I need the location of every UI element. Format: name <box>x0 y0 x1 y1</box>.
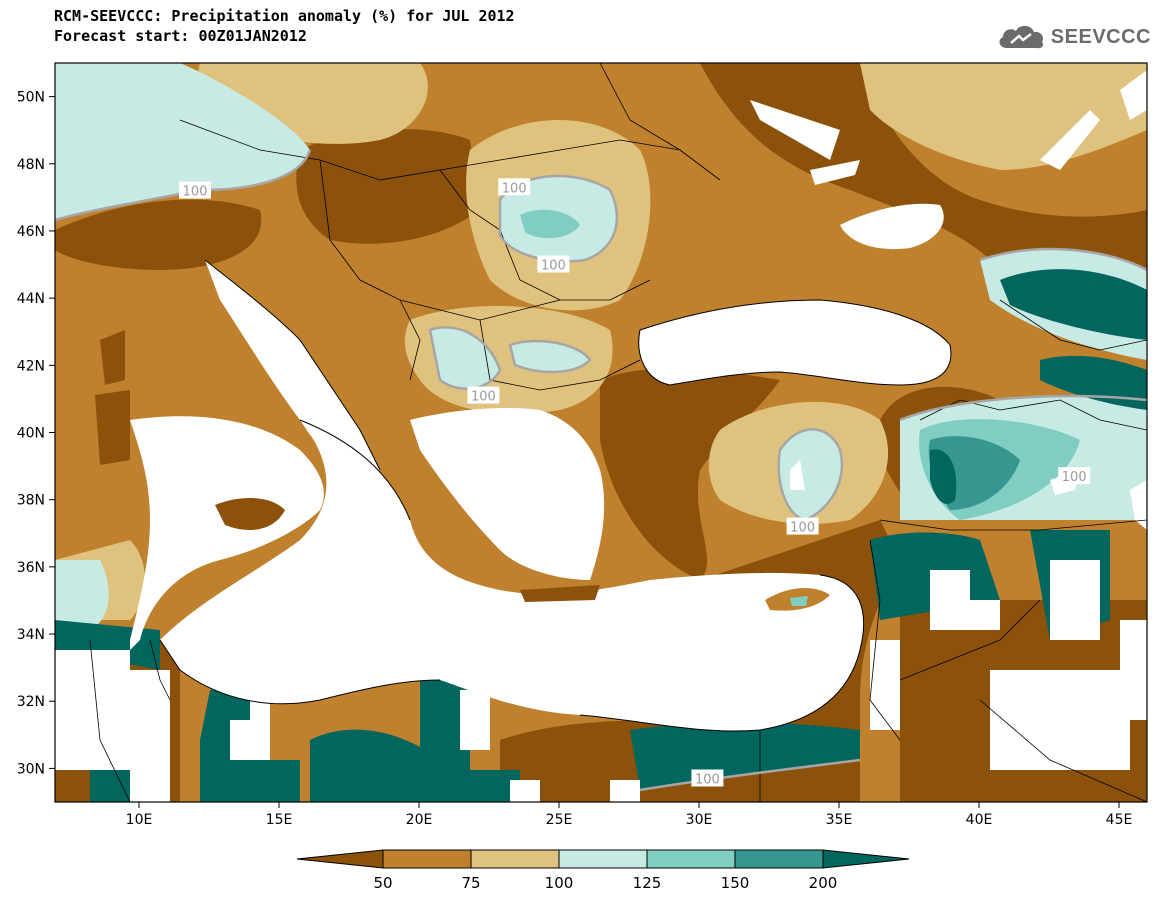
contour-label-bg <box>498 178 531 196</box>
lat-tick-label: 50N <box>17 90 45 106</box>
lat-tick-label: 48N <box>17 157 45 173</box>
contour-label-bg <box>1058 467 1091 485</box>
anomaly-region-lt50 <box>55 199 262 270</box>
chart-title-block: RCM-SEEVCCC: Precipitation anomaly (%) f… <box>54 6 515 46</box>
lat-tick-label: 42N <box>17 358 45 374</box>
chart-title: RCM-SEEVCCC: Precipitation anomaly (%) f… <box>54 7 515 25</box>
colorbar-label: 200 <box>809 874 838 892</box>
seevccc-logo: SEEVCCC <box>995 22 1151 52</box>
contour-label-bg <box>179 181 211 199</box>
logo-text: SEEVCCC <box>1050 25 1151 48</box>
anomaly-region-lt50 <box>700 63 1147 280</box>
contour-label-bg <box>537 255 570 273</box>
chart-subtitle: Forecast start: 00Z01JAN2012 <box>54 27 307 45</box>
lon-tick-label: 35E <box>826 812 853 828</box>
colorbar-segment <box>734 849 824 869</box>
cloud-icon <box>999 25 1043 49</box>
lon-tick-label: 45E <box>1106 812 1133 828</box>
lon-tick-label: 15E <box>266 812 293 828</box>
lon-tick-label: 20E <box>406 812 433 828</box>
colorbar-label: 100 <box>545 874 574 892</box>
anomaly-region-125-150 <box>520 209 580 239</box>
island-sardinia <box>95 390 130 465</box>
map-axes: 10E 15E 20E 25E 30E 35E 40E 45E 30N 32N 34N 36N 38N 4… <box>17 90 1133 828</box>
lat-tick-label: 30N <box>17 761 45 777</box>
map-plot-area: 100 100 100 100 100 100 100 <box>55 63 1147 802</box>
anomaly-region-lt50 <box>296 129 480 244</box>
colorbar-label: 125 <box>633 874 662 892</box>
anomaly-region-100-125 <box>778 429 842 520</box>
colorbar-segment <box>470 849 560 869</box>
no-data-cells <box>55 560 1147 802</box>
coastlines <box>159 259 952 732</box>
colorbar: 50 75 100 125 150 200 <box>296 849 910 892</box>
island-corsica <box>100 330 125 385</box>
lat-tick-label: 44N <box>17 291 45 307</box>
island-sicily <box>215 498 285 530</box>
lat-tick-label: 36N <box>17 560 45 576</box>
anomaly-region-100-125 <box>55 63 310 220</box>
colorbar-arrow-low <box>296 849 384 869</box>
anomaly-region-100-125 <box>510 340 590 372</box>
contour-label: 100 <box>183 185 208 200</box>
lat-tick-label: 34N <box>17 627 45 643</box>
colorbar-arrow-high <box>822 849 910 869</box>
island-crete <box>520 585 600 602</box>
lon-tick-label: 30E <box>686 812 713 828</box>
colorbar-label: 150 <box>721 874 750 892</box>
contour-label: 100 <box>790 521 815 536</box>
contour-label: 100 <box>695 772 720 787</box>
contour-label: 100 <box>1062 470 1087 485</box>
lon-tick-label: 40E <box>966 812 993 828</box>
contour-label: 100 <box>471 390 496 405</box>
lon-tick-label: 25E <box>546 812 573 828</box>
contour-labels: 100 100 100 100 100 100 100 <box>179 178 1091 787</box>
island-cyprus-teal <box>790 596 808 606</box>
colorbar-label: 50 <box>373 874 392 892</box>
country-borders <box>89 63 1147 802</box>
contour-label: 100 <box>541 259 566 274</box>
lat-tick-label: 40N <box>17 426 45 442</box>
contour-label-bg <box>691 769 724 787</box>
anomaly-region-gt200 <box>630 722 860 790</box>
lon-tick-label: 10E <box>126 812 153 828</box>
colorbar-label: 75 <box>461 874 480 892</box>
colorbar-segment <box>646 849 736 869</box>
lat-tick-label: 46N <box>17 224 45 240</box>
anomaly-region-100-125 <box>55 560 109 630</box>
colorbar-segment <box>558 849 648 869</box>
lat-tick-label: 38N <box>17 493 45 509</box>
sea-areas <box>130 70 1147 732</box>
anomaly-region-gt200 <box>310 729 440 802</box>
lat-tick-label: 32N <box>17 694 45 710</box>
anomaly-region-gt200 <box>930 449 957 504</box>
contour-label-bg <box>786 517 819 535</box>
anomaly-region-gt200 <box>1000 269 1147 340</box>
colorbar-segment <box>382 849 472 869</box>
contour-label: 100 <box>502 181 527 196</box>
contour-label-bg <box>467 386 500 404</box>
